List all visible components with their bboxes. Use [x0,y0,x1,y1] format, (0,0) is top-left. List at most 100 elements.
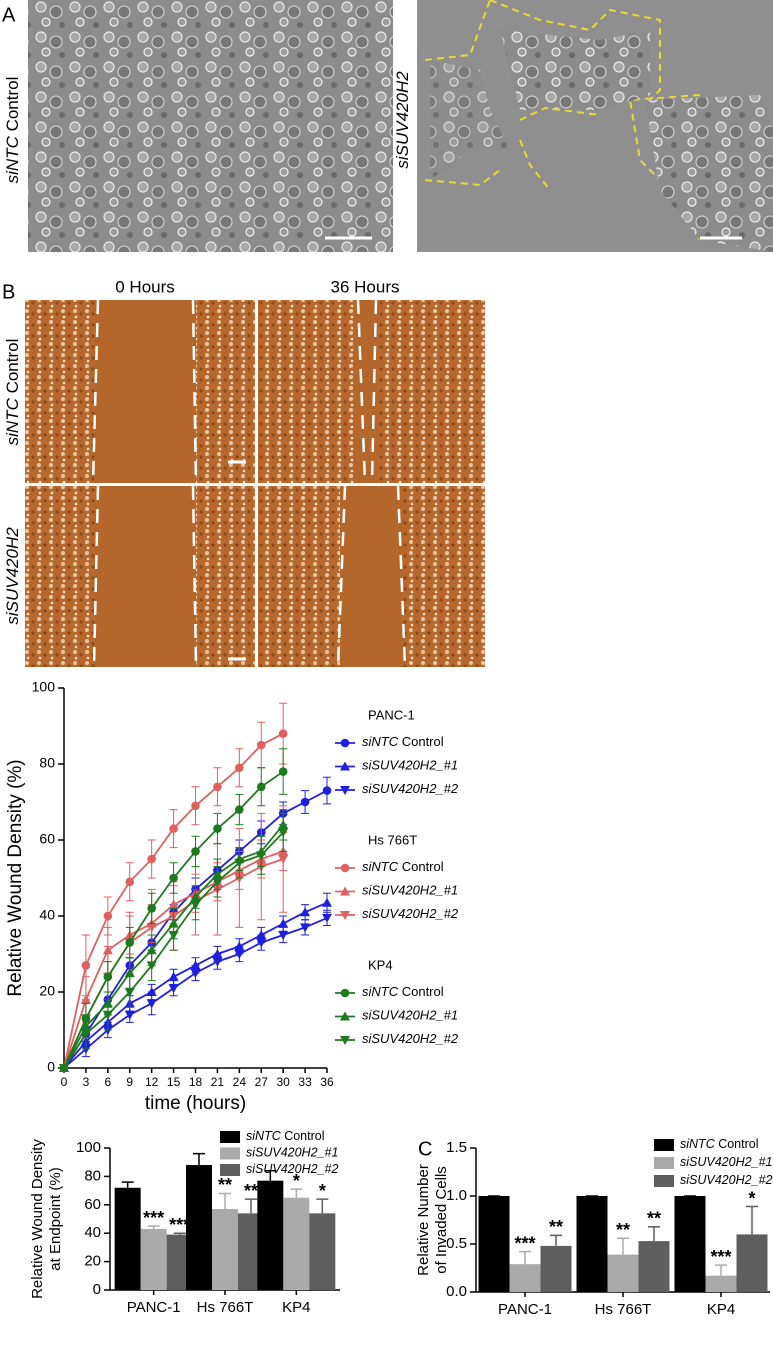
row-label: siSUV420H2 [393,71,412,169]
error-bar [290,1188,303,1198]
x-tick-label: 3 [83,1075,90,1089]
bar [576,1196,608,1292]
legend-label: siNTC Control [246,1129,325,1143]
colony [500,30,773,252]
legend-label: siSUV420H2_#1 [362,1008,458,1023]
marker [256,740,266,750]
error-bar [648,1225,660,1242]
error-bar [746,1205,758,1235]
y-tick-label: 0 [93,1281,101,1298]
x-tick-label: KP4 [707,1301,735,1318]
legend-label: siSUV420H2_#2 [362,781,459,796]
x-tick-label: 21 [211,1075,225,1089]
x-tick-label: 33 [298,1075,312,1089]
significance: *** [710,1247,731,1267]
bar [540,1245,572,1292]
marker [80,1029,91,1039]
marker [147,854,156,864]
bar [638,1241,670,1292]
cell-region [378,300,485,483]
x-tick-label: 12 [145,1075,159,1089]
error-bar [316,1198,329,1214]
legend-marker [340,886,350,896]
bar [186,1165,212,1290]
column-label: 0 Hours [115,277,175,296]
marker [59,1064,69,1073]
significance: ** [244,1181,258,1201]
legend-swatch [220,1147,240,1160]
marker [300,923,311,933]
marker [278,855,289,864]
row-label: siNTC Control [3,77,22,184]
marker [125,938,135,947]
error-bar [219,1192,231,1210]
cell-region [258,300,355,483]
y-tick-label: 100 [32,679,56,695]
legend-marker [340,738,350,748]
marker [278,918,289,928]
y-tick-label: 80 [84,1167,101,1184]
legend-label: siSUV420H2_#2 [680,1173,772,1187]
marker [322,913,332,923]
marker [103,972,113,982]
panel-label: A [2,4,16,26]
marker [234,858,245,868]
x-tick-label: Hs 766T [595,1301,652,1318]
bar [736,1234,768,1292]
significance: * [319,1181,326,1201]
bar [705,1275,737,1292]
x-tick-label: 6 [104,1075,111,1089]
bar [607,1254,639,1292]
legend-swatch [220,1131,240,1143]
marker [81,961,91,970]
marker [103,911,113,921]
legend-marker [340,911,350,920]
x-tick-label: Hs 766T [197,1299,254,1316]
bar [114,1187,141,1290]
error-bar [715,1264,727,1276]
bar [309,1213,336,1290]
x-tick-label: 30 [276,1075,290,1089]
x-axis-label: time (hours) [145,1093,246,1114]
legend-marker [340,863,350,873]
bar [257,1180,284,1290]
y-axis-label: Relative Wound Density [29,1139,46,1299]
marker [102,1010,113,1020]
legend-label: siNTC Control [362,859,444,874]
y-tick-label: 60 [84,1196,101,1213]
y-axis-label: at Endpoint (%) [47,1167,64,1270]
series-line [63,917,328,1069]
marker [300,797,310,807]
marker [256,782,266,792]
legend-marker [340,988,350,998]
legend-label: siSUV420H2_#2 [362,1031,459,1046]
marker [213,782,222,792]
marker [191,801,200,811]
legend-marker [340,1036,350,1045]
marker [278,828,289,838]
significance: *** [514,1233,535,1253]
boundary [424,0,701,241]
y-axis-label: Relative Wound Density (%) [5,759,26,996]
marker [147,904,156,913]
marker [146,999,157,1009]
significance: ** [549,1217,563,1237]
significance: ** [218,1175,232,1195]
y-tick-label: 80 [39,755,55,771]
x-tick-label: KP4 [282,1299,310,1316]
marker [124,988,135,997]
marker [235,763,244,773]
x-tick-label: 0 [61,1075,68,1089]
significance: * [748,1188,755,1208]
row-label: siSUV420H2 [3,527,22,625]
y-tick-label: 0.5 [446,1235,467,1252]
marker [278,931,289,940]
cell-region [402,486,485,667]
boundary [424,106,601,191]
legend-label: siSUV420H2_#1 [362,883,458,898]
bar [283,1197,310,1290]
y-tick-label: 0.0 [446,1283,467,1300]
marker [125,877,135,887]
